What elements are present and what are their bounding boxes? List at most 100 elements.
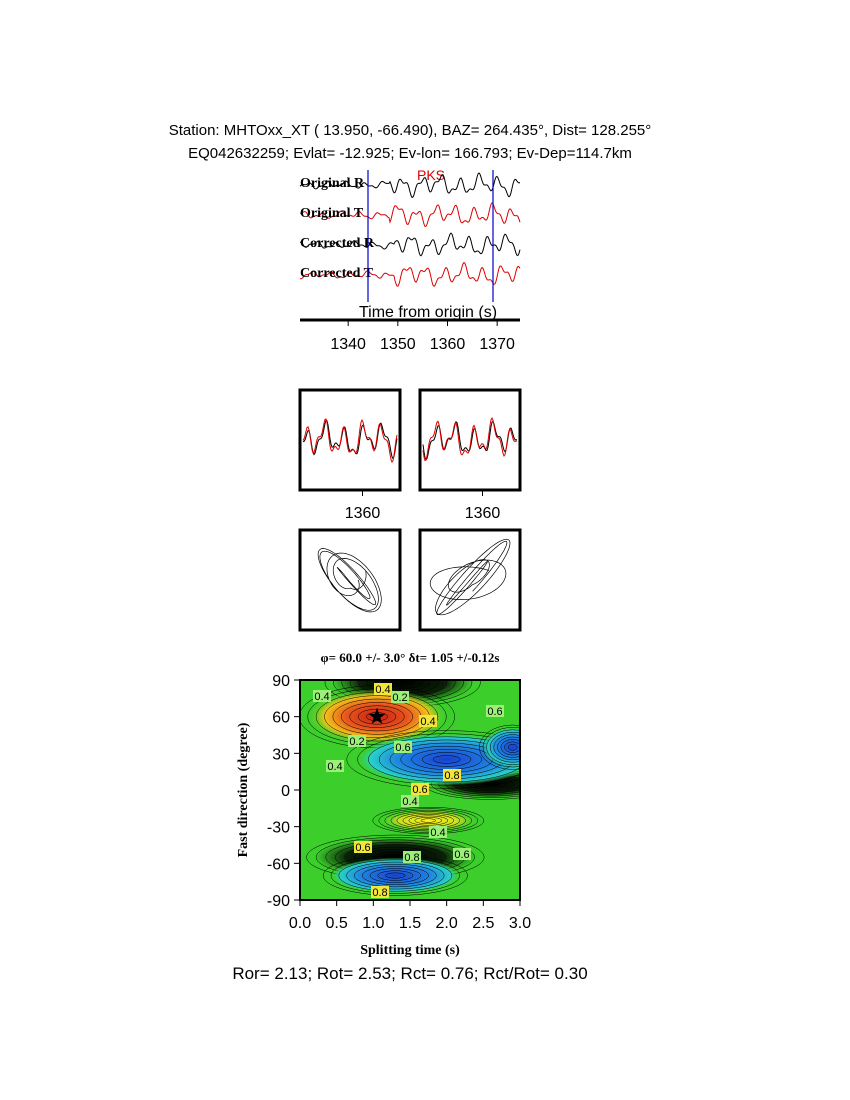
contour-line <box>385 872 406 879</box>
contour-line <box>414 817 443 825</box>
contour-label: 0.4 <box>430 827 445 839</box>
trace-label: Corrected R <box>300 236 375 251</box>
label-bg <box>453 848 471 860</box>
x-tick-label: 1340 <box>330 336 366 353</box>
y-tick-label: -30 <box>267 820 290 837</box>
x-axis-label: Time from origin (s) <box>359 304 497 321</box>
contour-line <box>504 741 520 753</box>
label-bg <box>403 851 421 863</box>
label-bg <box>391 691 409 703</box>
x-tick-label: 1.5 <box>399 915 421 932</box>
contour-line <box>377 870 414 881</box>
label-bg <box>313 690 331 702</box>
waveform <box>302 418 398 464</box>
contour-line <box>383 680 422 689</box>
contour-line <box>402 814 455 827</box>
contour-label: 0.4 <box>420 716 435 728</box>
contour-map <box>300 680 520 900</box>
y-tick-label: 0 <box>281 783 290 800</box>
y-tick-label: 30 <box>272 746 290 763</box>
x-tick-label: 1.0 <box>362 915 384 932</box>
contour-label: 0.4 <box>327 761 342 773</box>
label-bg <box>486 705 504 717</box>
waveform <box>299 202 521 227</box>
contour-line <box>500 739 520 756</box>
trace-label: Original R <box>300 176 365 191</box>
contour-label: 0.6 <box>487 706 502 718</box>
panel-frame <box>418 528 522 632</box>
label-bg <box>326 760 344 772</box>
x-tick-label: 1360 <box>465 505 501 522</box>
label-bg <box>371 886 389 898</box>
y-tick-label: 60 <box>272 710 290 727</box>
contour-line <box>341 702 413 732</box>
x-tick-label: 1360 <box>345 505 381 522</box>
contour-line <box>346 730 520 789</box>
x-tick-label: 1350 <box>380 336 416 353</box>
contour-line <box>482 727 520 768</box>
contour-label: 0.2 <box>349 736 364 748</box>
contour-line <box>369 868 421 883</box>
label-bg <box>348 735 366 747</box>
event-info: EQ042632259; Evlat= -12.925; Ev-lon= 166… <box>188 145 632 162</box>
label-bg <box>443 769 461 781</box>
contour-line <box>349 705 405 728</box>
contour-line <box>354 863 437 888</box>
x-tick-label: 0.5 <box>326 915 348 932</box>
x-axis-label: Splitting time (s) <box>360 943 460 958</box>
x-tick-label: 2.0 <box>436 915 458 932</box>
contour-line <box>322 855 468 896</box>
contour-line <box>396 812 461 829</box>
contour-line <box>497 736 520 758</box>
y-tick-label: 90 <box>272 673 290 690</box>
label-bg <box>411 783 429 795</box>
contour-line <box>479 724 520 770</box>
contour-line <box>378 808 479 833</box>
contour-label: 0.2 <box>392 692 407 704</box>
x-tick-label: 1360 <box>430 336 466 353</box>
label-bg <box>401 795 419 807</box>
contour-label: 0.8 <box>372 887 387 899</box>
grid-title: φ= 60.0 +/- 3.0° δt= 1.05 +/-0.12s <box>321 650 500 665</box>
label-bg <box>374 683 392 695</box>
contour-label: 0.4 <box>314 691 329 703</box>
label-bg <box>394 741 412 753</box>
y-tick-label: -60 <box>267 856 290 873</box>
color-blob <box>378 808 479 833</box>
contour-line <box>368 736 520 783</box>
x-tick-label: 1370 <box>479 336 515 353</box>
particle-motion <box>317 548 382 613</box>
contour-line <box>493 734 520 761</box>
waveform <box>422 417 518 462</box>
station-info: Station: MHTOxx_XT ( 13.950, -66.490), B… <box>169 122 652 139</box>
contour-line <box>420 818 437 823</box>
contour-line <box>391 680 414 686</box>
contour-line <box>330 857 460 894</box>
label-bg <box>419 715 437 727</box>
trace-label: Corrected T <box>300 266 374 281</box>
x-tick-label: 3.0 <box>509 915 531 932</box>
contour-line <box>489 731 520 763</box>
contour-label: 0.8 <box>404 852 419 864</box>
contour-line <box>338 859 453 892</box>
x-tick-label: 2.5 <box>472 915 494 932</box>
contour-label: 0.8 <box>444 770 459 782</box>
panel-frame <box>418 388 522 492</box>
contour-label: 0.4 <box>375 684 390 696</box>
y-axis-label: Fast direction (degree) <box>236 722 251 857</box>
contour-label: 0.6 <box>395 742 410 754</box>
contour-line <box>486 729 520 765</box>
x-tick-label: 0.0 <box>289 915 311 932</box>
contour-line <box>422 752 472 767</box>
phase-label: PKS <box>417 167 445 183</box>
label-bg <box>429 826 447 838</box>
color-blob <box>330 857 461 894</box>
panel-frame <box>298 388 402 492</box>
contour-line <box>390 811 467 830</box>
contour-line <box>357 733 520 786</box>
contour-line <box>346 861 445 890</box>
contour-label: 0.4 <box>402 796 417 808</box>
contour-line <box>432 755 461 764</box>
panel-frame <box>298 528 402 632</box>
